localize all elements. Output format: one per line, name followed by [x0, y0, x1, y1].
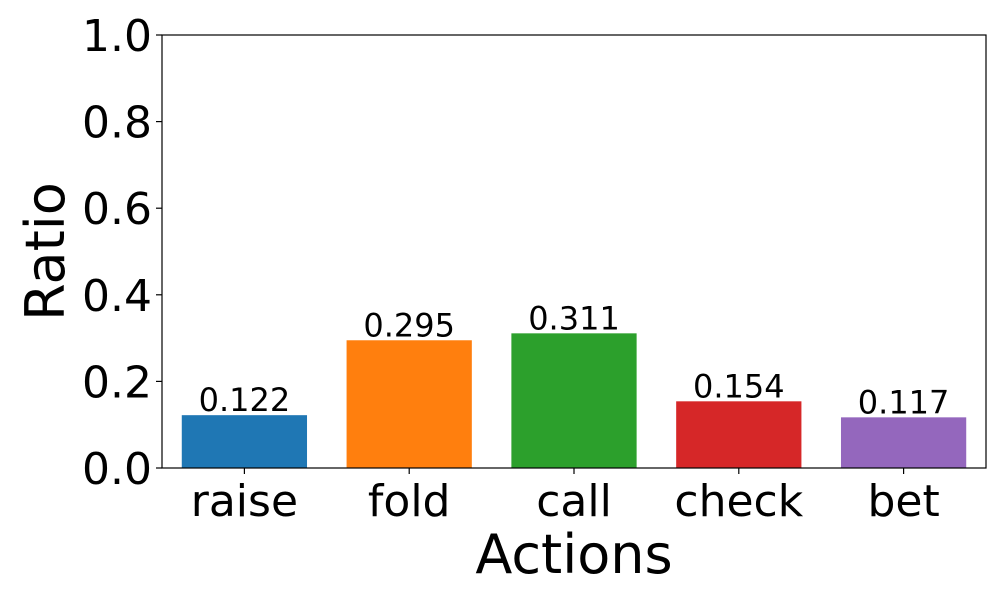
value-label-fold: 0.295: [363, 306, 455, 344]
value-labels-group: 0.122 0.295 0.311 0.154 0.117: [199, 299, 950, 421]
bar-call: [511, 333, 637, 468]
value-label-check: 0.154: [693, 367, 785, 405]
x-axis-title: Actions: [475, 523, 672, 586]
value-label-call: 0.311: [528, 299, 620, 337]
x-tick-label-bet: bet: [867, 476, 939, 527]
bar-check: [676, 401, 802, 468]
y-tick-label-1.0: 1.0: [82, 11, 152, 62]
bar-bet: [840, 417, 967, 468]
y-axis: 0.0 0.2 0.4 0.6 0.8 1.0: [82, 11, 162, 495]
plot-frame: [161, 34, 987, 469]
bar-raise: [181, 415, 308, 468]
x-tick-label-raise: raise: [191, 476, 298, 527]
x-tick-label-call: call: [536, 476, 612, 527]
x-axis: raise fold call check bet: [191, 468, 940, 527]
value-label-raise: 0.122: [199, 381, 291, 419]
value-label-bet: 0.117: [858, 383, 950, 421]
y-tick-label-0.8: 0.8: [82, 98, 152, 149]
y-tick-label-0.4: 0.4: [82, 271, 152, 322]
x-tick-label-fold: fold: [368, 476, 451, 527]
bars-group: [181, 333, 967, 468]
y-axis-title: Ratio: [14, 182, 77, 321]
y-tick-label-0.6: 0.6: [82, 184, 152, 235]
y-tick-label-0.0: 0.0: [82, 444, 152, 495]
y-tick-label-0.2: 0.2: [82, 357, 152, 408]
bar-fold: [346, 340, 472, 468]
x-tick-label-check: check: [674, 476, 803, 527]
